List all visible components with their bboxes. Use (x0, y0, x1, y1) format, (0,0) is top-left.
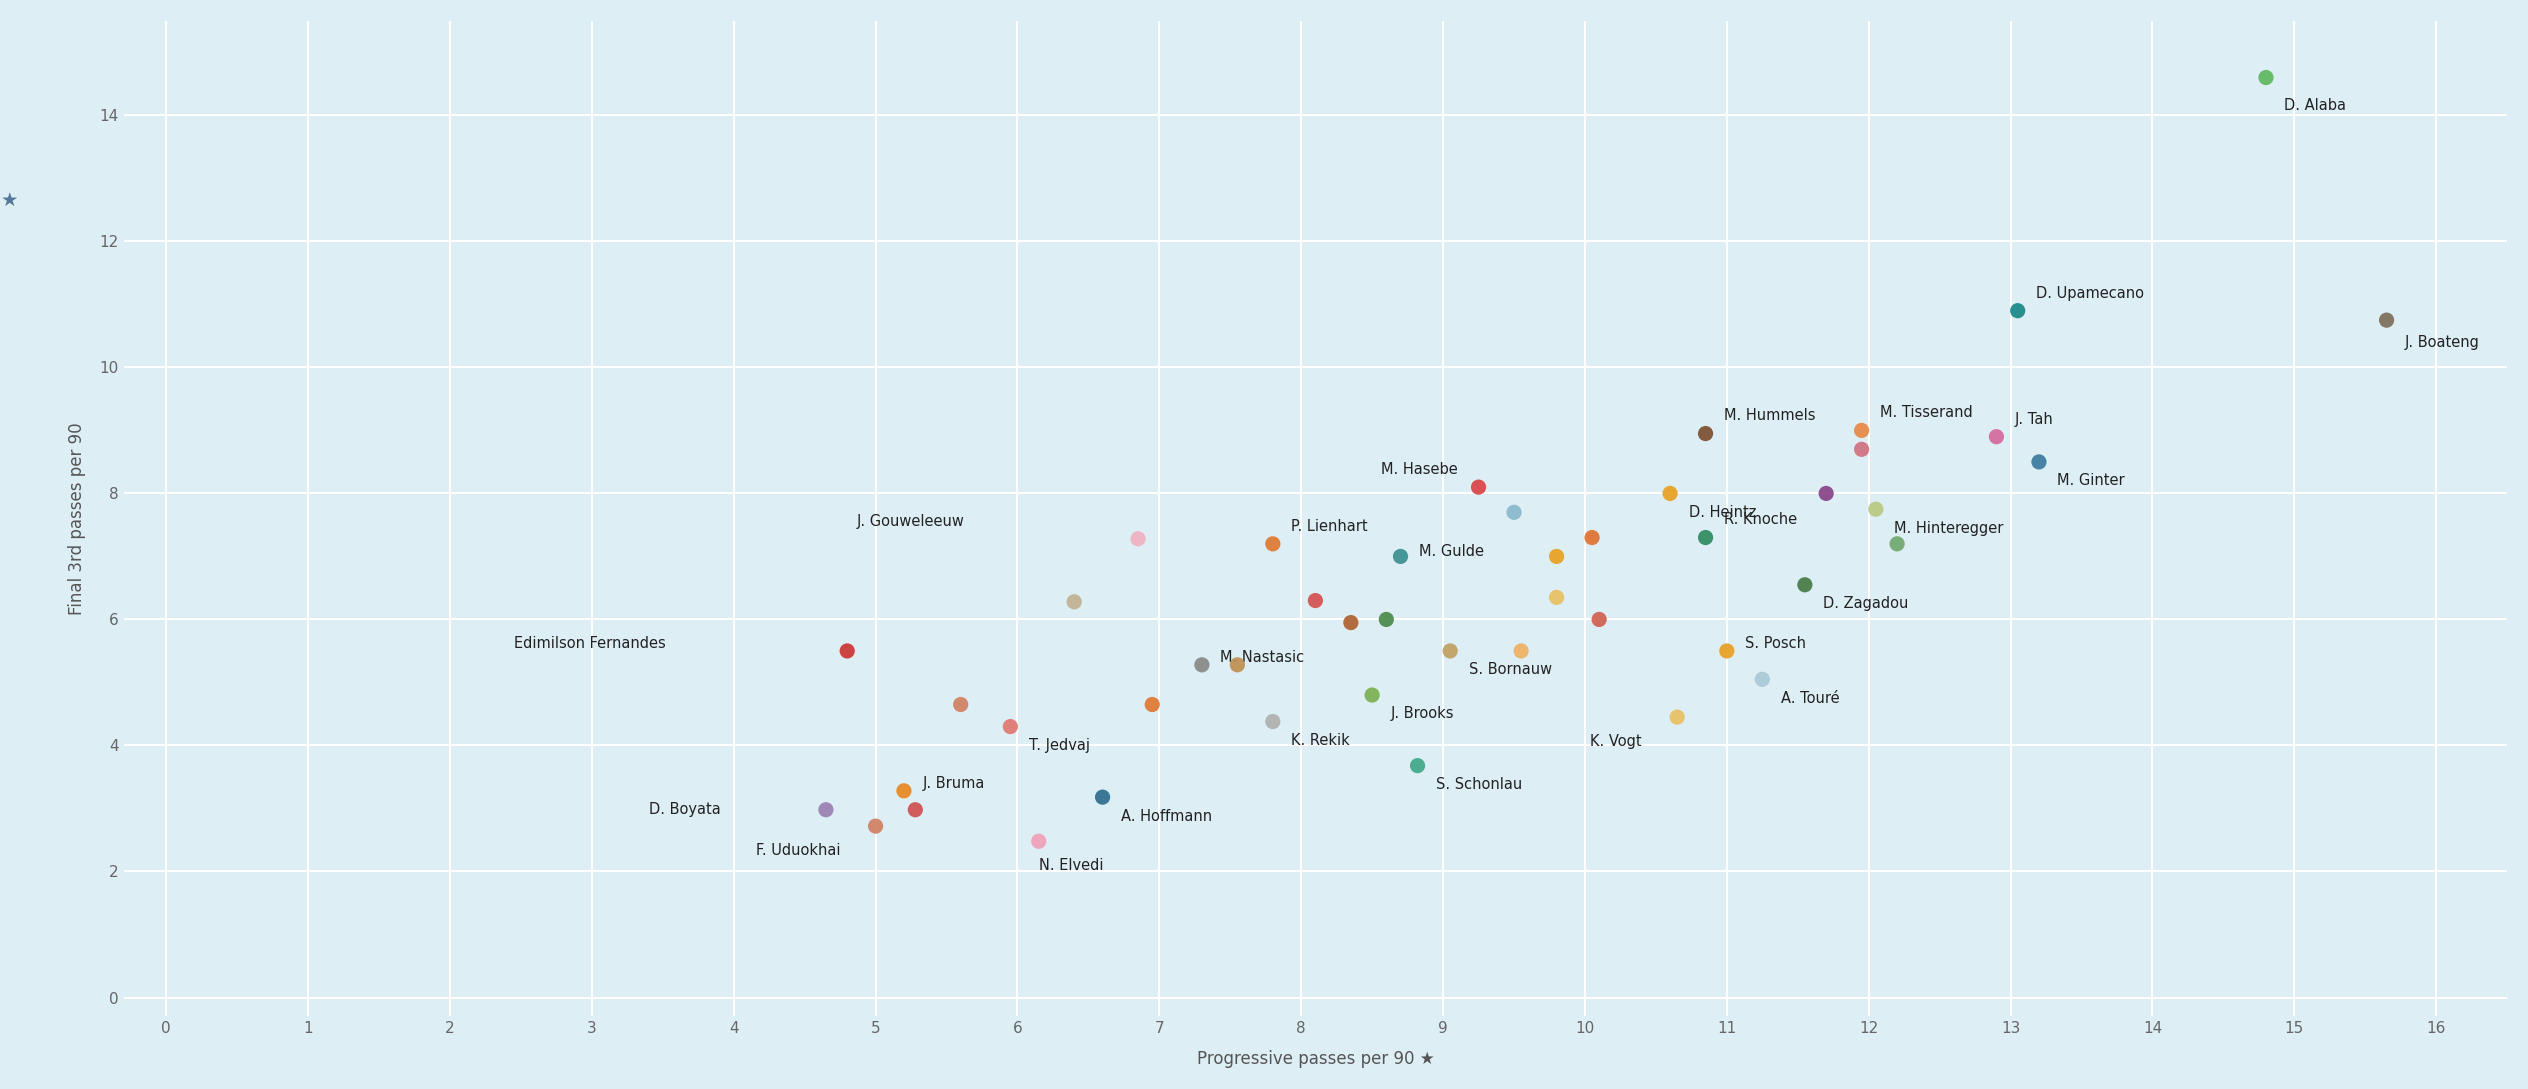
Text: M. Ginter: M. Ginter (2058, 474, 2126, 488)
Point (1330, 614, 1370, 632)
Point (1656, 709, 1696, 726)
Text: T. Jedvaj: T. Jedvaj (1029, 738, 1090, 752)
Point (1181, 656, 1221, 673)
Point (1537, 548, 1577, 565)
Text: M. Tisserand: M. Tisserand (1881, 405, 1972, 420)
Point (1054, 594, 1095, 611)
Point (2245, 69, 2285, 86)
Text: D. Upamecano: D. Upamecano (2035, 285, 2144, 301)
Text: J. Boateng: J. Boateng (2404, 334, 2480, 350)
Point (2020, 453, 2060, 470)
Point (1686, 425, 1727, 442)
Point (1686, 529, 1727, 547)
Text: Edimilson Fernandes: Edimilson Fernandes (513, 636, 665, 651)
Point (1977, 428, 2017, 445)
Point (1431, 643, 1471, 660)
Text: S. Schonlau: S. Schonlau (1436, 778, 1522, 792)
Point (1876, 535, 1916, 552)
X-axis label: Progressive passes per 90 ★: Progressive passes per 90 ★ (1196, 1050, 1433, 1068)
Point (1651, 485, 1691, 502)
Point (1494, 503, 1534, 521)
Text: M. Nastasic: M. Nastasic (1221, 650, 1304, 664)
Point (1840, 441, 1881, 458)
Text: D. Alaba: D. Alaba (2285, 98, 2346, 113)
Text: M. Gulde: M. Gulde (1418, 543, 1484, 559)
Point (1380, 548, 1421, 565)
Point (1537, 589, 1577, 607)
Point (1502, 643, 1542, 660)
Text: J. Gouweleeuw: J. Gouweleeuw (857, 514, 966, 528)
Point (895, 802, 935, 819)
Point (1459, 478, 1499, 495)
Text: M. Hasebe: M. Hasebe (1380, 462, 1456, 477)
Point (1352, 686, 1393, 703)
Text: D. Zagadou: D. Zagadou (1823, 596, 1909, 611)
Y-axis label: Final 3rd passes per 90: Final 3rd passes per 90 (68, 423, 86, 615)
Point (991, 718, 1031, 735)
Point (827, 643, 867, 660)
Point (1019, 832, 1059, 849)
Point (1572, 529, 1613, 547)
Text: A. Touré: A. Touré (1780, 690, 1840, 706)
Text: K. Rekik: K. Rekik (1292, 733, 1350, 748)
Point (1580, 611, 1620, 628)
Point (940, 696, 981, 713)
Point (1398, 757, 1438, 774)
Text: M. Hummels: M. Hummels (1724, 408, 1815, 424)
Point (1117, 530, 1158, 548)
Text: K. Vogt: K. Vogt (1590, 734, 1641, 748)
Point (1082, 788, 1122, 806)
Text: ★: ★ (0, 191, 18, 209)
Point (1294, 591, 1335, 609)
Text: D. Heintz: D. Heintz (1689, 505, 1757, 519)
Point (1742, 671, 1782, 688)
Point (1706, 643, 1747, 660)
Point (1997, 302, 2038, 319)
Text: J. Bruma: J. Bruma (923, 775, 986, 791)
Point (854, 818, 895, 835)
Text: F. Uduokhai: F. Uduokhai (756, 843, 839, 857)
Text: A. Hoffmann: A. Hoffmann (1120, 808, 1211, 823)
Text: S. Bornauw: S. Bornauw (1469, 662, 1552, 677)
Point (1251, 713, 1292, 731)
Text: D. Boyata: D. Boyata (650, 803, 720, 817)
Point (1251, 535, 1292, 552)
Point (1840, 421, 1881, 439)
Point (1216, 656, 1256, 673)
Text: R. Knoche: R. Knoche (1724, 513, 1797, 527)
Point (2366, 311, 2407, 329)
Text: S. Posch: S. Posch (1744, 636, 1808, 651)
Point (1365, 611, 1406, 628)
Text: J. Tah: J. Tah (2015, 412, 2053, 427)
Point (806, 802, 847, 819)
Point (1133, 696, 1173, 713)
Text: N. Elvedi: N. Elvedi (1039, 858, 1102, 872)
Point (1805, 485, 1845, 502)
Point (1785, 576, 1825, 594)
Point (885, 782, 925, 799)
Text: J. Brooks: J. Brooks (1390, 707, 1454, 721)
Text: P. Lienhart: P. Lienhart (1292, 518, 1368, 534)
Point (1856, 501, 1896, 518)
Text: M. Hinteregger: M. Hinteregger (1893, 521, 2005, 536)
